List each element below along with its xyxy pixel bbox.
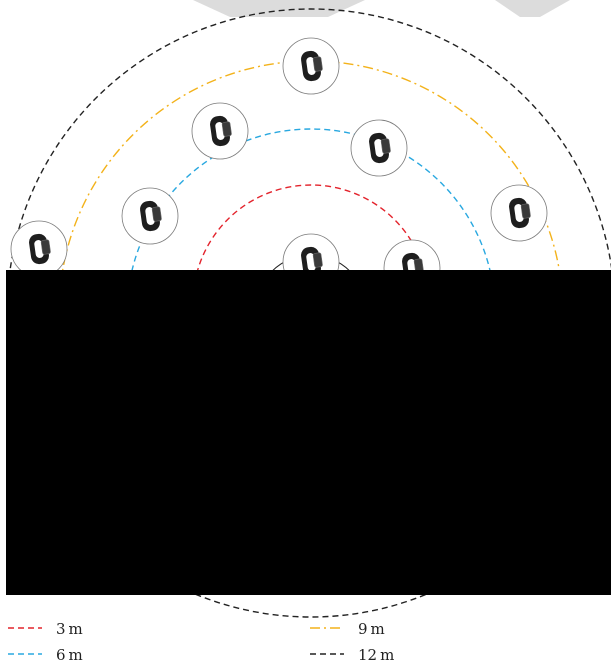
- wristband-tracker-icon: [301, 50, 323, 82]
- wristband-tracker-icon: [509, 197, 531, 229]
- grey-shape-right: [495, 0, 570, 17]
- legend-label-12m: 12 m: [358, 646, 394, 664]
- device-4: [121, 187, 179, 245]
- occluder-block: [6, 270, 611, 595]
- legend-label-9m: 9 m: [358, 620, 385, 638]
- wristband-tracker-icon: [301, 246, 323, 278]
- device-3: [350, 119, 408, 177]
- device-2: [191, 102, 249, 160]
- devices: [10, 37, 548, 297]
- device-6: [10, 220, 68, 278]
- device-1: [282, 37, 340, 95]
- legend-label-6m: 6 m: [56, 646, 83, 664]
- wristband-tracker-icon: [29, 233, 51, 265]
- legend: 3 m 9 m 6 m 12 m: [8, 620, 394, 664]
- device-5: [490, 184, 548, 242]
- legend-item-9m: 9 m: [310, 620, 385, 638]
- legend-item-3m: 3 m: [8, 620, 83, 638]
- wristband-tracker-icon: [140, 200, 162, 232]
- grey-shape-left: [193, 0, 365, 17]
- legend-item-6m: 6 m: [8, 646, 83, 664]
- top-grey-shapes: [193, 0, 570, 17]
- wristband-tracker-icon: [210, 115, 232, 147]
- wristband-tracker-icon: [369, 132, 391, 164]
- legend-label-3m: 3 m: [56, 620, 83, 638]
- legend-item-12m: 12 m: [310, 646, 394, 664]
